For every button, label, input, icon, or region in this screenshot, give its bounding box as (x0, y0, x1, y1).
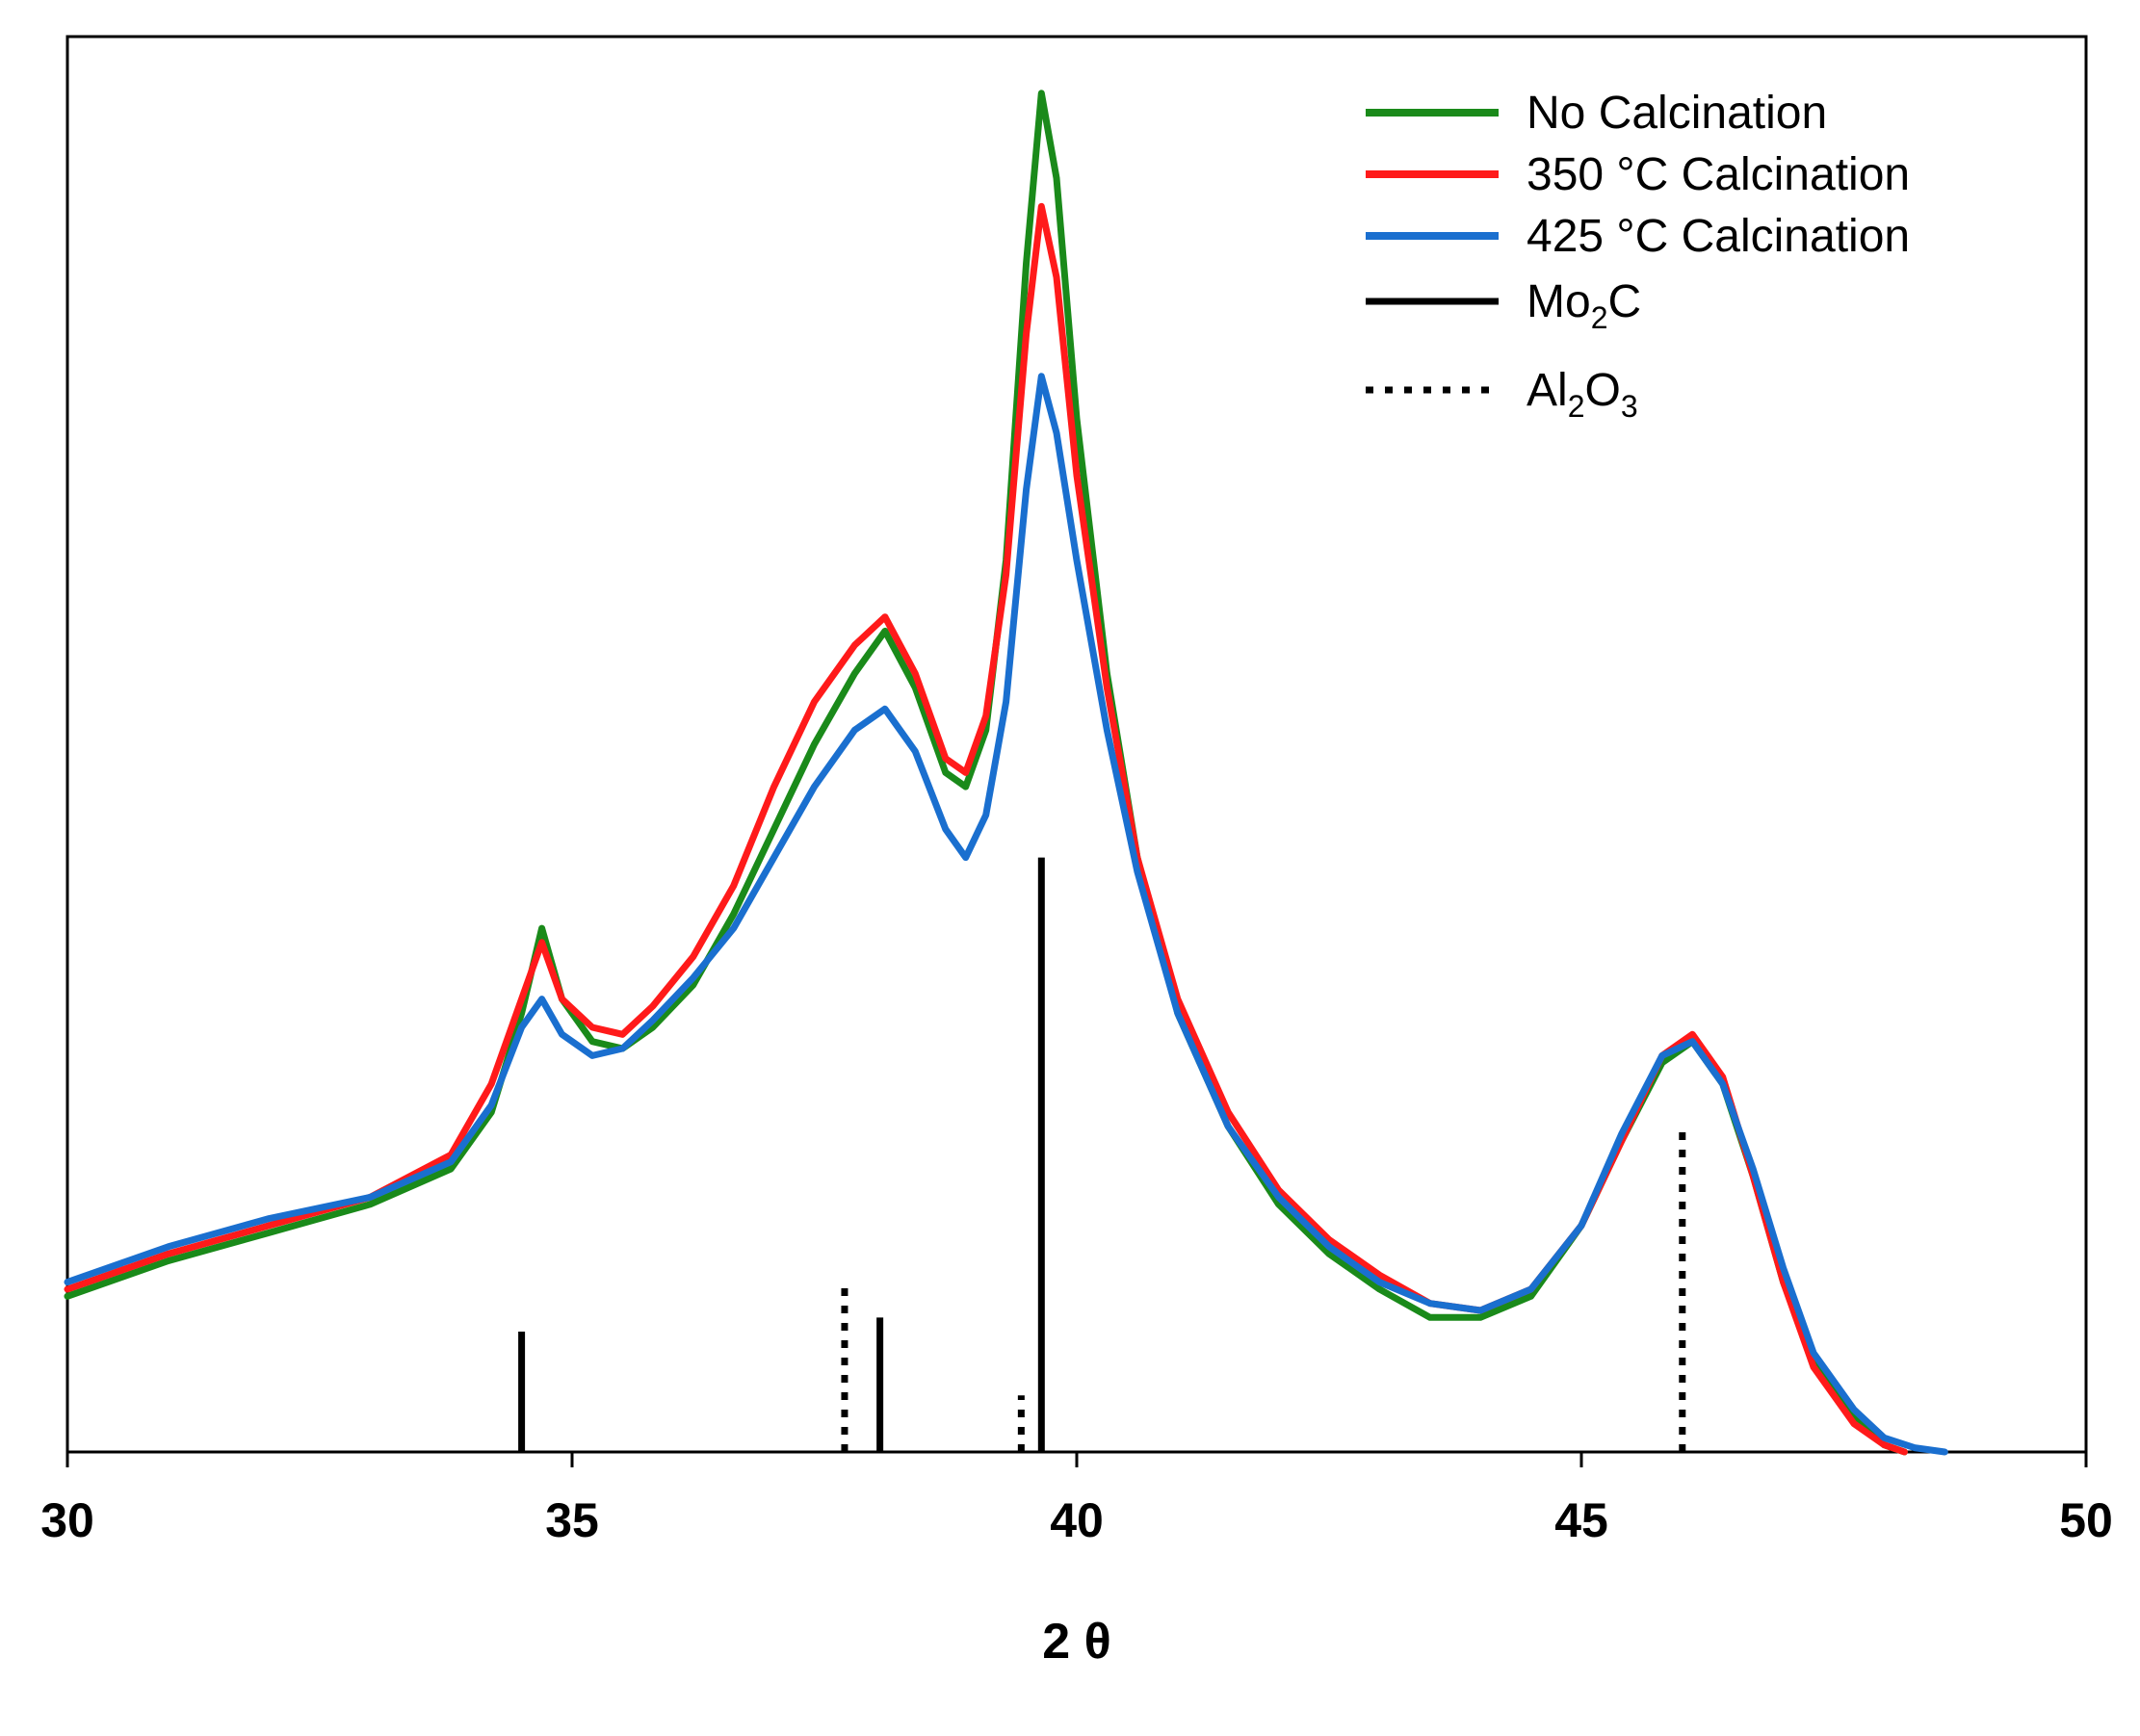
x-tick-label: 50 (2059, 1493, 2113, 1547)
reference-lines-layer (518, 857, 1686, 1452)
legend-label-350-calcination: 350 °C Calcination (1527, 149, 1910, 200)
x-axis: 30 35 40 45 50 (40, 1452, 2113, 1547)
series-line-425-c-calcination (64, 373, 1948, 1456)
legend-label-425-calcination: 425 °C Calcination (1527, 211, 1910, 262)
series-layer (64, 90, 1948, 1456)
x-tick-label: 35 (545, 1493, 599, 1547)
x-tick-label: 45 (1554, 1493, 1608, 1547)
legend: No Calcination 350 °C Calcination 425 °C… (1366, 88, 1910, 424)
x-tick-label: 40 (1050, 1493, 1104, 1547)
x-axis-title: 2 θ (1042, 1614, 1110, 1670)
x-tick-label: 30 (40, 1493, 94, 1547)
legend-label-al2o3: Al2O3 (1527, 365, 1638, 424)
legend-label-mo2c: Mo2C (1527, 276, 1641, 335)
legend-label-no-calcination: No Calcination (1527, 88, 1827, 139)
